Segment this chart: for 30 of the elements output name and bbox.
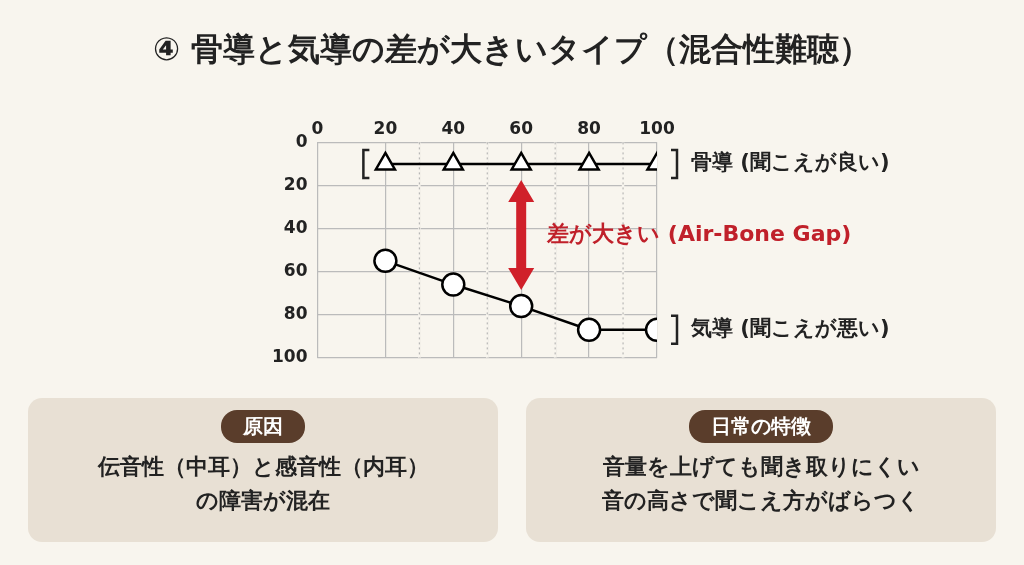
point <box>510 151 532 171</box>
x-tick-label: 20 <box>373 117 398 138</box>
y-tick-label: 60 <box>283 260 308 281</box>
x-tick-label: 80 <box>577 117 602 138</box>
point <box>442 151 465 171</box>
text: 音量を上げても聞き取りにくい <box>601 453 921 481</box>
y-tick-label: 20 <box>283 173 308 194</box>
y-tick-label: 80 <box>283 303 308 324</box>
point <box>373 248 398 274</box>
text: 音の高さで聞こえ方がばらつく <box>601 486 921 515</box>
annotation: 差が大きい (Air-Bone Gap) <box>546 220 852 246</box>
x-tick-label: 0 <box>311 117 324 138</box>
text: 伝音性（中耳）と感音性（内耳） <box>96 453 430 481</box>
point <box>578 151 600 171</box>
text: 日常の特徴 <box>689 410 833 443</box>
series-label: 骨導 (聞こえが良い) <box>691 150 890 175</box>
y-tick-label: 0 <box>295 130 308 151</box>
series-label: 気導 (聞こえが悪い) <box>690 316 890 341</box>
x-tick-label: 100 <box>639 117 675 138</box>
y-tick-label: 100 <box>271 346 308 367</box>
point <box>441 272 466 297</box>
text: 原因 <box>221 410 305 443</box>
x-tick-label: 60 <box>509 117 534 138</box>
point <box>374 151 397 171</box>
chart-title: ④ 骨導と気導の差が大きいタイプ（混合性難聴） <box>151 29 873 70</box>
point <box>508 293 534 319</box>
point <box>576 317 602 343</box>
x-tick-label: 40 <box>441 117 466 138</box>
y-tick-label: 40 <box>283 216 308 237</box>
text: の障害が混在 <box>195 486 331 515</box>
